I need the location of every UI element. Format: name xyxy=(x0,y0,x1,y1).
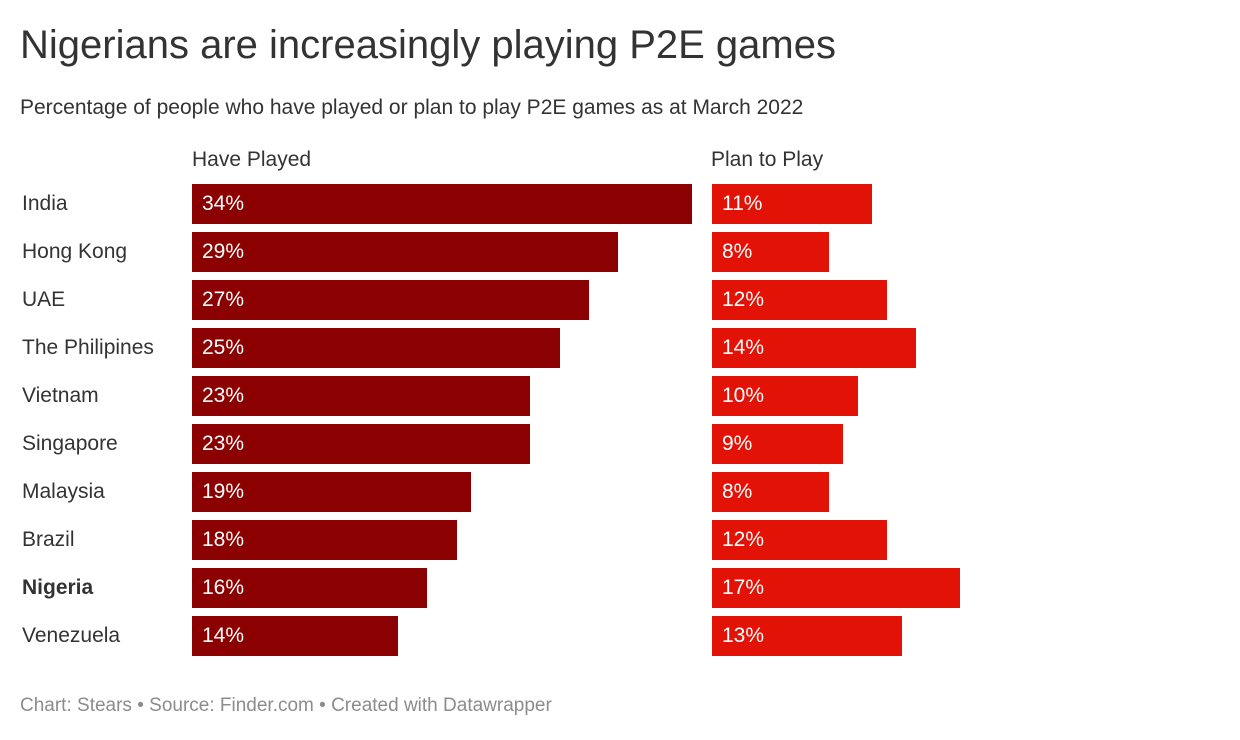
value-label-plan-to-play-venezuela: 13% xyxy=(722,624,765,647)
value-label-have-played-vietnam: 23% xyxy=(202,384,245,407)
value-label-have-played-india: 34% xyxy=(202,192,245,215)
bar-have-played-vietnam xyxy=(192,376,530,416)
bar-plan-to-play-nigeria xyxy=(712,568,960,608)
category-label-brazil: Brazil xyxy=(22,528,75,551)
bar-have-played-venezuela xyxy=(192,616,398,656)
bar-plan-to-play-brazil xyxy=(712,520,887,560)
value-label-plan-to-play-india: 11% xyxy=(722,192,763,215)
bar-plan-to-play-venezuela xyxy=(712,616,902,656)
value-label-plan-to-play-vietnam: 10% xyxy=(722,384,765,407)
category-label-malaysia: Malaysia xyxy=(22,480,105,503)
value-label-plan-to-play-malaysia: 8% xyxy=(722,480,753,503)
value-label-have-played-nigeria: 16% xyxy=(202,576,245,599)
category-label-vietnam: Vietnam xyxy=(22,384,99,407)
value-label-plan-to-play-nigeria: 17% xyxy=(722,576,765,599)
category-label-hong-kong: Hong Kong xyxy=(22,240,128,263)
value-label-have-played-brazil: 18% xyxy=(202,528,245,551)
value-label-have-played-malaysia: 19% xyxy=(202,480,245,503)
column-header-plan-to-play: Plan to Play xyxy=(711,148,824,171)
category-label-singapore: Singapore xyxy=(22,432,118,455)
bar-have-played-hong-kong xyxy=(192,232,618,272)
value-label-plan-to-play-singapore: 9% xyxy=(722,432,753,455)
value-label-plan-to-play-hong-kong: 8% xyxy=(722,240,753,263)
bar-plan-to-play-hong-kong xyxy=(712,232,829,272)
value-label-plan-to-play-brazil: 12% xyxy=(722,528,765,551)
column-header-have-played: Have Played xyxy=(192,148,312,171)
bar-have-played-malaysia xyxy=(192,472,471,512)
chart-title: Nigerians are increasingly playing P2E g… xyxy=(20,23,836,67)
category-label-uae: UAE xyxy=(22,288,66,311)
bar-plan-to-play-uae xyxy=(712,280,887,320)
bar-plan-to-play-the-philipines xyxy=(712,328,916,368)
bar-have-played-nigeria xyxy=(192,568,427,608)
category-label-nigeria: Nigeria xyxy=(22,576,94,599)
bar-plan-to-play-singapore xyxy=(712,424,843,464)
category-label-the-philipines: The Philipines xyxy=(22,336,154,359)
bar-have-played-uae xyxy=(192,280,589,320)
value-label-have-played-the-philipines: 25% xyxy=(202,336,245,359)
category-label-venezuela: Venezuela xyxy=(22,624,121,647)
bar-have-played-brazil xyxy=(192,520,457,560)
bar-plan-to-play-vietnam xyxy=(712,376,858,416)
bar-plan-to-play-malaysia xyxy=(712,472,829,512)
value-label-plan-to-play-the-philipines: 14% xyxy=(722,336,765,359)
chart-subtitle: Percentage of people who have played or … xyxy=(20,96,804,119)
value-label-have-played-uae: 27% xyxy=(202,288,245,311)
bar-plan-to-play-india xyxy=(712,184,872,224)
category-label-india: India xyxy=(22,192,68,215)
value-label-plan-to-play-uae: 12% xyxy=(722,288,765,311)
bar-have-played-india xyxy=(192,184,692,224)
bar-have-played-the-philipines xyxy=(192,328,560,368)
value-label-have-played-hong-kong: 29% xyxy=(202,240,245,263)
value-label-have-played-venezuela: 14% xyxy=(202,624,245,647)
bar-have-played-singapore xyxy=(192,424,530,464)
chart-footer: Chart: Stears • Source: Finder.com • Cre… xyxy=(20,695,552,716)
value-label-have-played-singapore: 23% xyxy=(202,432,245,455)
